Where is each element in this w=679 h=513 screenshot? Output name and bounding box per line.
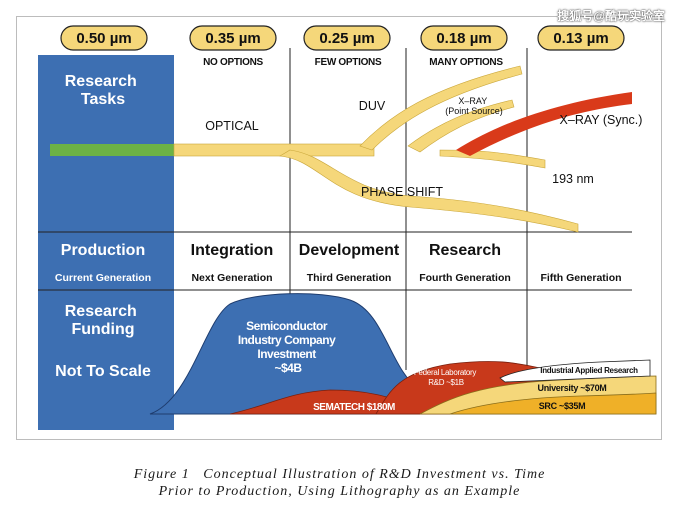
- optical-label: OPTICAL: [205, 119, 259, 133]
- generation-third: Third Generation: [307, 272, 392, 284]
- xray-point-band: [407, 99, 515, 153]
- xray-sync-band: [456, 92, 632, 156]
- xray-sync-label: X–RAY (Sync.): [560, 113, 643, 127]
- node-pill-5: [537, 25, 625, 51]
- option-label-no: NO OPTIONS: [203, 57, 263, 68]
- node-pill-1: [60, 25, 148, 51]
- xray-point-line-1: X–RAY: [458, 96, 487, 106]
- duv-label: DUV: [359, 99, 386, 113]
- nm193-label: 193 nm: [552, 172, 594, 186]
- technology-branches: [50, 65, 632, 233]
- research-funding-label: Research Funding: [65, 303, 142, 338]
- node-pill-3: [303, 25, 391, 51]
- node-label-1: 0.50 µm: [76, 30, 131, 47]
- caption-line-1: Figure 1 Conceptual Illustration of R&D …: [133, 467, 546, 482]
- duv-band: [359, 65, 523, 151]
- optical-continuation-band: [173, 143, 375, 157]
- node-label-2: 0.35 µm: [205, 30, 260, 47]
- semiconductor-line-3: Investment: [257, 347, 316, 361]
- funding-shapes: [149, 293, 657, 415]
- option-label-few: FEW OPTIONS: [315, 57, 382, 68]
- option-label-many: MANY OPTIONS: [429, 57, 503, 68]
- university-label: University ~$70M: [538, 383, 607, 393]
- industrial-blob: [499, 359, 651, 383]
- generation-fourth: Fourth Generation: [419, 272, 511, 284]
- generation-next: Next Generation: [191, 272, 272, 284]
- federal-label: Federal Laboratory R&D ~$1B: [414, 368, 478, 387]
- research-tasks-line-1: Research: [65, 73, 137, 90]
- nm193-band: [439, 149, 546, 169]
- sematech-label: SEMATECH $180M: [313, 402, 395, 413]
- node-pills: 0.50 µm 0.35 µm 0.25 µm 0.18 µm 0.13 µm: [60, 25, 625, 51]
- current-generation-label: Current Generation: [55, 272, 151, 284]
- xray-point-line-2: (Point Source): [445, 106, 503, 116]
- federal-line-2: R&D ~$1B: [428, 378, 464, 387]
- phase-shift-label: PHASE SHIFT: [361, 185, 443, 199]
- not-to-scale-label: Not To Scale: [55, 363, 151, 380]
- caption-line-2: Prior to Production, Using Lithography a…: [158, 484, 521, 499]
- research-tasks-line-2: Tasks: [81, 91, 125, 108]
- generation-fifth: Fifth Generation: [540, 272, 621, 284]
- node-label-4: 0.18 µm: [436, 30, 491, 47]
- semiconductor-line-1: Semiconductor: [246, 319, 328, 333]
- figure-frame: [16, 16, 662, 440]
- federal-line-1: Federal Laboratory: [414, 368, 476, 377]
- src-blob: [449, 392, 657, 415]
- left-column: [38, 55, 174, 430]
- stage-title-development: Development: [299, 242, 400, 259]
- node-label-5: 0.13 µm: [553, 30, 608, 47]
- src-label: SRC ~$35M: [539, 401, 586, 411]
- stage-title-integration: Integration: [191, 242, 274, 259]
- xray-point-label: X–RAY (Point Source): [445, 96, 503, 116]
- node-label-3: 0.25 µm: [319, 30, 374, 47]
- industrial-label: Industrial Applied Research: [540, 366, 638, 375]
- semiconductor-label: Semiconductor Industry Company Investmen…: [238, 319, 338, 375]
- research-tasks-label: Research Tasks: [65, 73, 142, 108]
- semiconductor-line-2: Industry Company: [238, 333, 336, 347]
- semiconductor-line-4: ~$4B: [274, 361, 302, 375]
- phase-shift-band: [279, 149, 579, 233]
- optical-band: [50, 144, 174, 156]
- node-pill-4: [420, 25, 508, 51]
- research-funding-line-1: Research: [65, 303, 137, 320]
- production-label: Production: [61, 242, 145, 259]
- node-pill-2: [189, 25, 277, 51]
- stage-title-research: Research: [429, 242, 501, 259]
- figure-caption: Figure 1 Conceptual Illustration of R&D …: [0, 466, 679, 500]
- watermark: 搜狐号@酷玩实验室: [557, 9, 665, 23]
- research-funding-line-2: Funding: [71, 321, 134, 338]
